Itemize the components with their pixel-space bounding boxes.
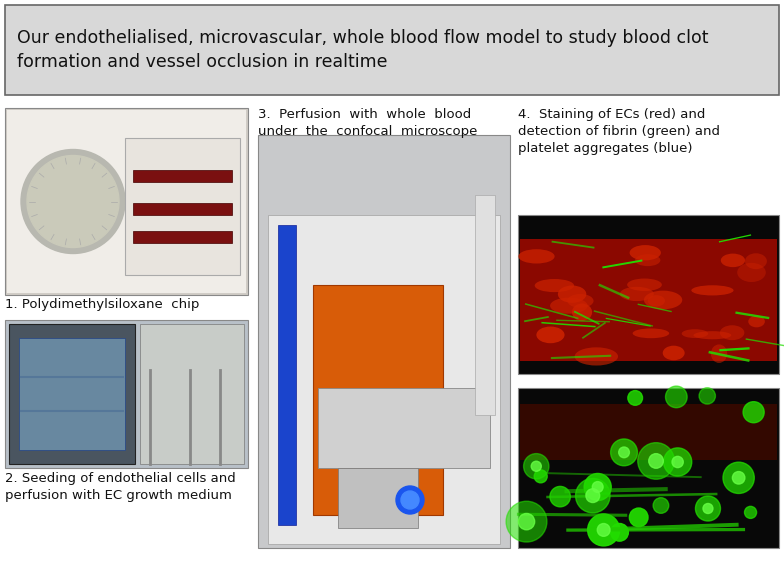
Bar [5,320,248,468]
Ellipse shape [575,348,618,366]
Circle shape [663,448,691,476]
Ellipse shape [745,253,767,269]
Circle shape [699,387,716,404]
Bar [268,215,500,544]
Circle shape [506,501,547,542]
Circle shape [534,470,547,483]
Ellipse shape [558,286,586,303]
Text: 2. Seeding of endothelial cells and
perfusion with EC growth medium: 2. Seeding of endothelial cells and perf… [5,472,236,502]
Circle shape [723,462,754,493]
Circle shape [396,486,424,514]
Circle shape [592,482,603,492]
Circle shape [653,497,669,513]
Ellipse shape [682,329,708,338]
Circle shape [648,453,663,468]
Ellipse shape [694,331,731,339]
Bar [7,110,246,293]
Bar [9,324,135,464]
Circle shape [401,491,419,509]
Circle shape [628,390,643,405]
Bar [518,215,779,374]
Circle shape [619,447,630,457]
Ellipse shape [535,279,574,292]
Bar [313,285,443,515]
Ellipse shape [720,325,744,340]
Bar [133,171,232,182]
Circle shape [575,479,610,513]
Text: 1. Polydimethylsiloxane  chip: 1. Polydimethylsiloxane chip [5,298,199,311]
Ellipse shape [633,329,670,338]
Ellipse shape [568,294,593,308]
Bar [133,230,232,243]
Text: 4.  Staining of ECs (red) and
detection of fibrin (green) and
platelet aggregate: 4. Staining of ECs (red) and detection o… [518,108,720,155]
Ellipse shape [635,254,660,266]
Bar [520,404,777,460]
Circle shape [672,456,684,467]
Bar [518,388,779,548]
Ellipse shape [572,303,592,321]
Bar [5,5,779,95]
Bar [475,195,495,415]
Circle shape [532,461,541,472]
Bar [318,388,490,468]
Circle shape [637,443,674,479]
Circle shape [743,402,764,423]
Text: Our endothelialised, microvascular, whole blood flow model to study blood clot
f: Our endothelialised, microvascular, whol… [17,29,709,71]
Bar [278,225,296,525]
Bar [520,239,777,361]
Ellipse shape [720,253,745,267]
Circle shape [666,386,687,407]
Circle shape [518,513,535,530]
Ellipse shape [662,346,684,360]
Ellipse shape [737,263,766,282]
Ellipse shape [518,249,554,263]
Circle shape [21,149,125,253]
Ellipse shape [648,295,665,306]
Bar [19,338,125,450]
Circle shape [597,523,610,536]
Ellipse shape [691,285,734,295]
Circle shape [745,506,757,519]
Circle shape [703,503,713,513]
Ellipse shape [620,287,654,301]
Circle shape [611,523,629,541]
Bar [133,203,232,215]
Text: 3.  Perfusion  with  whole  blood
under  the  confocal  microscope: 3. Perfusion with whole blood under the … [258,108,477,138]
Bar [140,324,244,464]
Bar [5,108,248,295]
Circle shape [524,453,549,479]
Circle shape [584,473,612,500]
Circle shape [732,472,745,484]
Bar [125,138,240,275]
Bar [338,468,418,528]
Circle shape [695,496,720,521]
Ellipse shape [630,245,661,260]
Ellipse shape [711,345,727,363]
Circle shape [588,514,619,546]
Circle shape [27,155,119,248]
Ellipse shape [550,298,587,314]
Ellipse shape [644,290,682,309]
Circle shape [611,439,637,466]
Circle shape [550,486,571,507]
Ellipse shape [627,279,662,291]
Circle shape [586,489,600,503]
Bar [258,135,510,548]
Ellipse shape [536,326,564,343]
Ellipse shape [748,316,765,328]
Circle shape [630,508,648,527]
